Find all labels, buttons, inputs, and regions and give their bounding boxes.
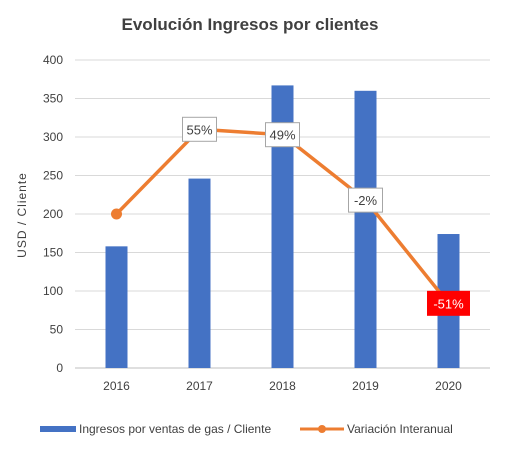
y-tick-label: 300 [43, 130, 63, 144]
y-tick-label: 400 [43, 53, 63, 67]
x-tick-label: 2017 [186, 379, 213, 393]
bar [105, 246, 128, 368]
y-tick-label: 50 [50, 323, 64, 337]
data-label-box [427, 290, 470, 316]
data-label: -51% [433, 296, 464, 311]
x-tick-label: 2018 [269, 379, 296, 393]
y-axis-ticks: 0 50 100 150 200 250 300 350 400 [43, 53, 63, 375]
legend-label-line: Variación Interanual [347, 422, 453, 436]
data-label: -2% [354, 193, 378, 208]
data-label: 55% [186, 122, 212, 137]
y-tick-label: 150 [43, 246, 63, 260]
y-tick-label: 250 [43, 169, 63, 183]
bar-series [105, 85, 460, 369]
legend-swatch-marker [318, 425, 326, 433]
x-tick-label: 2019 [352, 379, 379, 393]
y-tick-label: 200 [43, 207, 63, 221]
y-tick-label: 0 [56, 361, 63, 375]
data-labels: 55% 49% -2% -51% [182, 116, 470, 316]
bar [271, 85, 294, 368]
x-tick-label: 2020 [435, 379, 462, 393]
y-axis-label: USD / Cliente [15, 172, 29, 258]
y-tick-label: 350 [43, 92, 63, 106]
y-tick-label: 100 [43, 284, 63, 298]
bar [188, 178, 211, 368]
data-label: 49% [269, 128, 295, 143]
data-label-box [265, 122, 300, 148]
chart-title: Evolución Ingresos por clientes [122, 15, 379, 34]
data-label-box [348, 187, 383, 213]
legend-label-bar: Ingresos por ventas de gas / Cliente [79, 422, 271, 436]
bar [354, 90, 377, 369]
legend: Ingresos por ventas de gas / Cliente Var… [40, 422, 453, 436]
x-tick-label: 2016 [103, 379, 130, 393]
legend-swatch-bar [40, 426, 76, 432]
line-marker [111, 208, 122, 220]
x-axis-ticks: 2016 2017 2018 2019 2020 [103, 379, 462, 393]
data-label-box [182, 116, 217, 142]
